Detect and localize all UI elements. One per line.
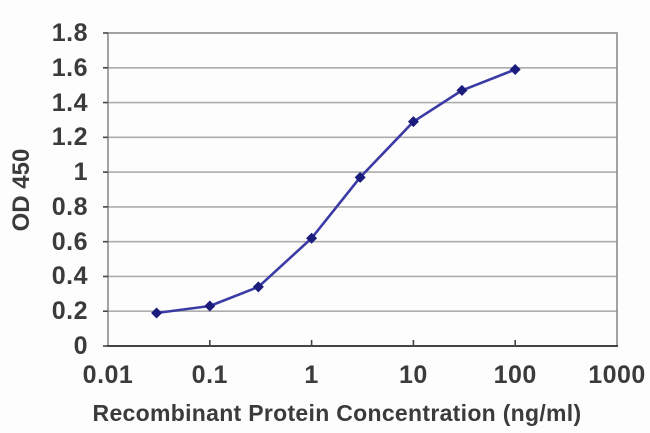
x-tick-label: 0.1	[191, 361, 228, 389]
x-axis-title: Recombinant Protein Concentration (ng/ml…	[92, 400, 582, 426]
data-line	[155, 68, 517, 315]
y-tick-label: 0.4	[51, 262, 88, 291]
x-tick-label: 100	[493, 361, 537, 389]
y-tick-label: 1	[73, 158, 88, 187]
data-point-marker	[354, 171, 366, 183]
y-tick-label: 0.2	[51, 297, 88, 326]
data-point-marker	[204, 300, 216, 312]
y-tick-label: 1.8	[51, 19, 88, 47]
data-point-marker	[306, 232, 318, 244]
data-point-marker	[456, 84, 468, 96]
data-point-marker	[151, 307, 163, 319]
x-tick-label: 1	[304, 361, 319, 389]
y-tick-label: 1.2	[51, 123, 88, 152]
y-tick-label: 0.8	[51, 192, 88, 221]
y-tick-label: 0.6	[51, 227, 88, 256]
data-point-marker	[252, 281, 264, 293]
data-point-marker	[509, 64, 521, 76]
y-axis-title: OD 450	[8, 148, 35, 232]
y-tick-label: 0	[73, 332, 88, 360]
y-tick-label: 1.6	[51, 53, 88, 82]
data-point-marker	[407, 116, 419, 128]
plot-border	[107, 32, 618, 347]
x-tick-label: 0.01	[82, 361, 134, 389]
x-tick-label: 10	[398, 361, 428, 389]
x-tick-label: 1000	[588, 361, 646, 389]
y-tick-label: 1.4	[51, 88, 88, 117]
